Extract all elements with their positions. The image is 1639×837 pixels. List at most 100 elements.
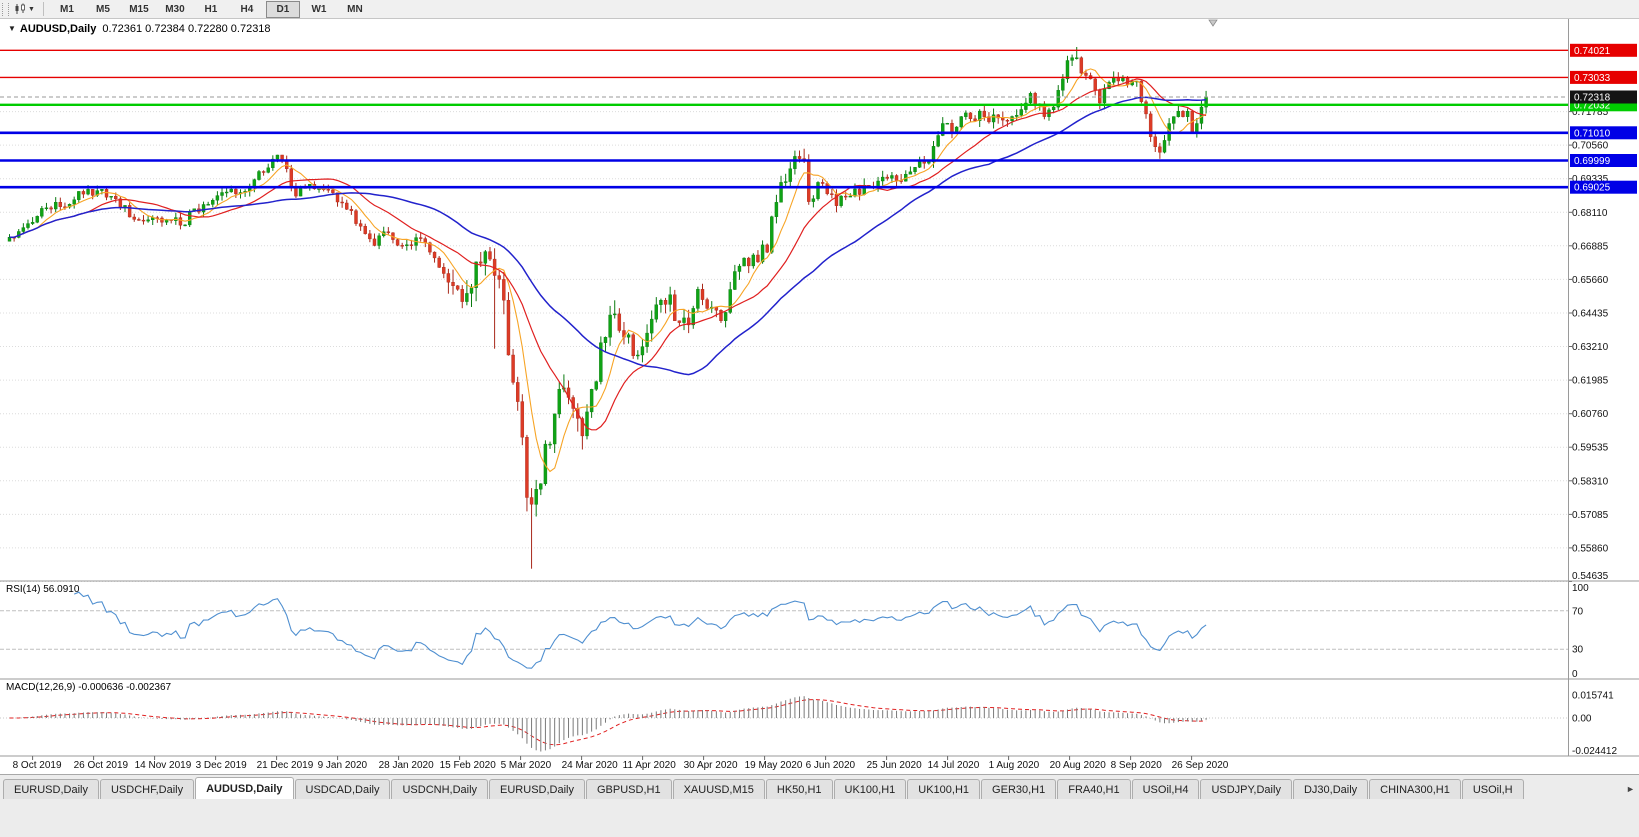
chart-tab-eurusd-daily[interactable]: EURUSD,Daily bbox=[3, 779, 99, 799]
macd-indicator-label: MACD(12,26,9) -0.000636 -0.002367 bbox=[6, 682, 172, 693]
chart-tab-uk100-h1[interactable]: UK100,H1 bbox=[833, 779, 907, 799]
svg-text:0.69025: 0.69025 bbox=[1574, 183, 1611, 194]
chart-tab-china300-h1[interactable]: CHINA300,H1 bbox=[1369, 779, 1461, 799]
chart-tab-ger30-h1[interactable]: GER30,H1 bbox=[981, 779, 1057, 799]
svg-text:0.68110: 0.68110 bbox=[1572, 208, 1608, 219]
rsi-pane: 100 70 30 0 bbox=[0, 583, 1589, 680]
svg-text:0.61985: 0.61985 bbox=[1572, 376, 1609, 387]
date-label: 8 Oct 2019 bbox=[13, 760, 62, 771]
chart-tab-usdcnh-daily[interactable]: USDCNH,Daily bbox=[391, 779, 489, 799]
level-price-badge bbox=[1570, 154, 1637, 167]
toolbar-separator bbox=[42, 2, 44, 16]
chart-tab-audusd-daily[interactable]: AUDUSD,Daily bbox=[195, 777, 294, 799]
toolbar-grip-handle[interactable] bbox=[2, 2, 9, 16]
status-strip bbox=[0, 798, 1639, 837]
chart-tab-bar: EURUSD,Daily USDCHF,Daily AUDUSD,Daily USDC… bbox=[0, 774, 1639, 799]
macd-histogram bbox=[18, 696, 1207, 752]
date-label: 26 Sep 2020 bbox=[1172, 760, 1229, 771]
chart-tab-fra40-h1[interactable]: FRA40,H1 bbox=[1057, 779, 1131, 799]
timeframe-button-w1[interactable]: W1 bbox=[311, 3, 327, 15]
svg-text:0.70560: 0.70560 bbox=[1572, 141, 1609, 152]
timeframe-button-m30[interactable]: M30 bbox=[165, 3, 185, 15]
svg-text:0.74021: 0.74021 bbox=[1574, 46, 1611, 57]
date-label: 3 Dec 2019 bbox=[196, 760, 248, 771]
svg-text:0.58310: 0.58310 bbox=[1572, 476, 1609, 487]
timeframe-button-h4[interactable]: H4 bbox=[240, 3, 254, 15]
svg-text:0.71785: 0.71785 bbox=[1572, 107, 1609, 118]
svg-text:0.69335: 0.69335 bbox=[1572, 174, 1609, 185]
date-label: 9 Jan 2020 bbox=[318, 760, 368, 771]
current-price-badge bbox=[1570, 90, 1637, 104]
svg-text:0.63210: 0.63210 bbox=[1572, 342, 1609, 353]
timeframe-button-m15[interactable]: M15 bbox=[129, 3, 149, 15]
chart-tab-usdchf-daily[interactable]: USDCHF,Daily bbox=[99, 779, 195, 799]
chart-tab-uk100-h1[interactable]: UK100,H1 bbox=[907, 779, 981, 799]
svg-text:0.69999: 0.69999 bbox=[1574, 156, 1611, 167]
svg-text:0.59535: 0.59535 bbox=[1572, 443, 1609, 454]
timeframe-button-h1[interactable]: H1 bbox=[204, 3, 218, 15]
timeframe-button-d1[interactable]: D1 bbox=[265, 0, 300, 18]
svg-text:30: 30 bbox=[1572, 645, 1584, 656]
level-price-badge bbox=[1570, 43, 1637, 57]
level-price-badge bbox=[1570, 70, 1637, 84]
date-label: 30 Apr 2020 bbox=[684, 760, 738, 771]
chart-type-caret-icon[interactable]: ▼ bbox=[28, 5, 35, 13]
timeframe-button-mn[interactable]: MN bbox=[347, 3, 363, 15]
chart-tab-hk50-h1[interactable]: HK50,H1 bbox=[765, 779, 833, 799]
level-price-badge bbox=[1570, 126, 1637, 140]
svg-text:70: 70 bbox=[1572, 606, 1584, 617]
candlestick-chart-icon[interactable] bbox=[14, 3, 27, 16]
chart-title: ▼ AUDUSD,Daily 0.72361 0.72384 0.72280 0.7… bbox=[8, 23, 271, 35]
date-label: 8 Sep 2020 bbox=[1111, 760, 1163, 771]
time-axis[interactable]: 8 Oct 2019 26 Oct 2019 14 Nov 2019 3 Dec 20… bbox=[13, 756, 1229, 771]
date-label: 15 Feb 2020 bbox=[440, 760, 497, 771]
svg-text:0.54635: 0.54635 bbox=[1572, 571, 1609, 582]
price-scale[interactable]: 0.71785 0.70560 0.69335 0.68110 0.66885 0.656… bbox=[0, 107, 1609, 582]
date-label: 25 Jun 2020 bbox=[867, 760, 922, 771]
macd-pane: 0.015741 0.00 -0.024412 bbox=[0, 690, 1617, 757]
chart-tab-usoil-h[interactable]: USOil,H bbox=[1461, 779, 1524, 799]
date-label: 26 Oct 2019 bbox=[74, 760, 129, 771]
rsi-line bbox=[73, 591, 1207, 669]
symbol-caret-icon[interactable]: ▼ bbox=[8, 24, 16, 33]
chart-tab-eurusd-daily[interactable]: EURUSD,Daily bbox=[489, 779, 585, 799]
date-label: 20 Aug 2020 bbox=[1050, 760, 1107, 771]
level-price-badge bbox=[1570, 180, 1637, 194]
chart-tab-usoil-h4[interactable]: USOil,H4 bbox=[1131, 779, 1200, 799]
date-label: 14 Jul 2020 bbox=[928, 760, 980, 771]
moving-average-medium[interactable] bbox=[9, 78, 1207, 431]
date-label: 24 Mar 2020 bbox=[562, 760, 619, 771]
timeframe-button-m1[interactable]: M1 bbox=[59, 3, 74, 15]
svg-text:0.00: 0.00 bbox=[1572, 714, 1592, 725]
rsi-indicator-label: RSI(14) 56.0910 bbox=[6, 584, 80, 595]
svg-text:0.57085: 0.57085 bbox=[1572, 510, 1609, 521]
chart-tab-usdjpy-daily[interactable]: USDJPY,Daily bbox=[1200, 779, 1292, 799]
chart-tab-dj30-daily[interactable]: DJ30,Daily bbox=[1292, 779, 1369, 799]
current-price-value: 0.72318 bbox=[1574, 93, 1611, 104]
chart-shift-marker[interactable] bbox=[1208, 19, 1218, 27]
date-label: 11 Apr 2020 bbox=[623, 760, 677, 771]
timeframe-toolbar: ▼ M1 M5 M15 M30 H1 H4 D1 W1 MN bbox=[0, 0, 1639, 19]
tab-scroll-right-button[interactable]: ► bbox=[1626, 784, 1635, 794]
chart-tab-usdcad-daily[interactable]: USDCAD,Daily bbox=[294, 779, 391, 799]
svg-text:0.72032: 0.72032 bbox=[1574, 100, 1611, 111]
moving-average-fast[interactable] bbox=[9, 68, 1207, 473]
date-label: 6 Jun 2020 bbox=[806, 760, 856, 771]
chart-ohlc-values: 0.72361 0.72384 0.72280 0.72318 bbox=[102, 23, 271, 35]
chart-tab-gbpusd-h1[interactable]: GBPUSD,H1 bbox=[586, 779, 672, 799]
svg-text:100: 100 bbox=[1572, 583, 1589, 594]
timeframe-button-m5[interactable]: M5 bbox=[95, 3, 110, 15]
svg-text:0.64435: 0.64435 bbox=[1572, 309, 1609, 320]
svg-text:0.60760: 0.60760 bbox=[1572, 409, 1609, 420]
date-label: 19 May 2020 bbox=[745, 760, 803, 771]
moving-average-slow[interactable] bbox=[9, 96, 1207, 376]
chart-tab-xauusd-m15[interactable]: XAUUSD,M15 bbox=[672, 779, 765, 799]
svg-text:0.65660: 0.65660 bbox=[1572, 275, 1609, 286]
svg-text:0.015741: 0.015741 bbox=[1572, 690, 1614, 701]
date-label: 28 Jan 2020 bbox=[379, 760, 434, 771]
svg-text:0.71010: 0.71010 bbox=[1574, 128, 1611, 139]
date-label: 5 Mar 2020 bbox=[501, 760, 552, 771]
date-label: 21 Dec 2019 bbox=[257, 760, 314, 771]
